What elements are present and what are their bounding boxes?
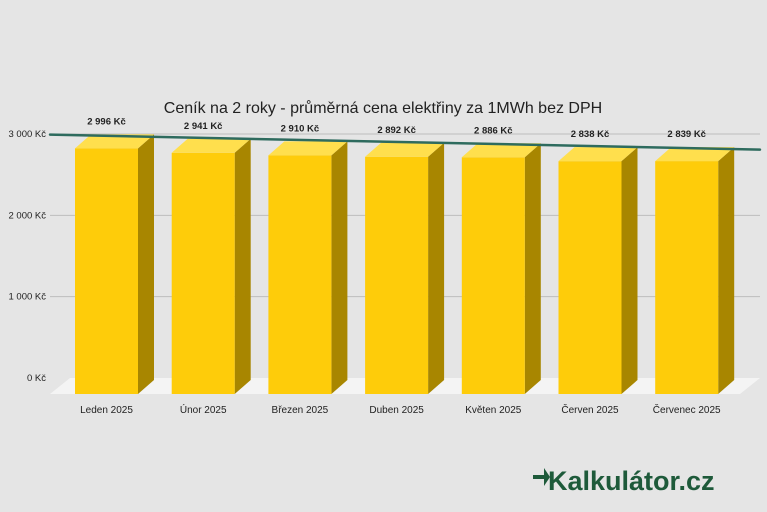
category-label: Květen 2025 xyxy=(465,405,522,416)
bar-side xyxy=(138,134,154,395)
y-tick-label: 3 000 Kč xyxy=(9,129,47,140)
y-tick-label: 0 Kč xyxy=(27,373,46,384)
data-label: 2 886 Kč xyxy=(474,125,513,136)
bar xyxy=(558,147,638,394)
bar xyxy=(365,142,445,394)
category-label: Leden 2025 xyxy=(80,405,133,416)
category-label: Březen 2025 xyxy=(272,405,329,416)
trend-line xyxy=(48,133,762,151)
category-label: Duben 2025 xyxy=(369,405,424,416)
bar xyxy=(171,138,251,394)
data-label: 2 839 Kč xyxy=(667,129,706,140)
bar-side xyxy=(234,138,251,394)
data-label: 2 910 Kč xyxy=(281,123,320,134)
y-axis-ticks: 0 Kč 1 000 Kč 2 000 Kč 3 000 Kč xyxy=(9,129,47,384)
arrow-logo-icon xyxy=(533,468,550,486)
bar-side xyxy=(428,142,445,394)
bar xyxy=(655,147,735,394)
bar-side xyxy=(621,147,638,394)
logo-text: Kalkulátor.cz xyxy=(548,466,715,496)
bar-front xyxy=(75,148,138,394)
bar-top xyxy=(558,147,638,162)
data-label: 2 996 Kč xyxy=(87,116,126,127)
bar-front xyxy=(655,161,719,394)
bar-front xyxy=(461,157,525,394)
bar xyxy=(461,143,541,394)
data-label: 2 892 Kč xyxy=(377,125,416,136)
y-tick-label: 1 000 Kč xyxy=(9,292,47,303)
category-label: Únor 2025 xyxy=(180,403,227,416)
kalkulator-logo: Kalkulátor.cz xyxy=(533,466,715,496)
bar-front xyxy=(171,152,235,394)
bar-top xyxy=(365,142,445,157)
bar-top xyxy=(655,147,735,162)
data-labels: 2 996 Kč 2 941 Kč 2 910 Kč 2 892 Kč 2 886 Kč… xyxy=(87,116,706,140)
bar-top xyxy=(75,134,154,149)
bar xyxy=(268,141,348,394)
data-label: 2 838 Kč xyxy=(571,129,610,140)
bar-top xyxy=(268,141,348,156)
bar-side xyxy=(524,143,541,394)
bar-front xyxy=(268,155,332,394)
data-label: 2 941 Kč xyxy=(184,121,223,132)
bar-front xyxy=(365,156,429,394)
bar-side xyxy=(331,141,348,394)
bar xyxy=(75,134,154,395)
bars xyxy=(75,134,735,395)
chart-title: Ceník na 2 roky - průměrná cena elektřin… xyxy=(164,99,602,117)
category-label: Červenec 2025 xyxy=(653,403,721,416)
bar-top xyxy=(171,138,251,153)
trendline xyxy=(48,133,762,151)
bar-side xyxy=(718,147,735,394)
category-label: Červen 2025 xyxy=(561,403,619,416)
bar-top xyxy=(461,143,541,158)
y-tick-label: 2 000 Kč xyxy=(9,210,47,221)
x-axis-categories: Leden 2025 Únor 2025 Březen 2025 Duben 2025… xyxy=(80,403,721,416)
bar-front xyxy=(558,161,622,394)
